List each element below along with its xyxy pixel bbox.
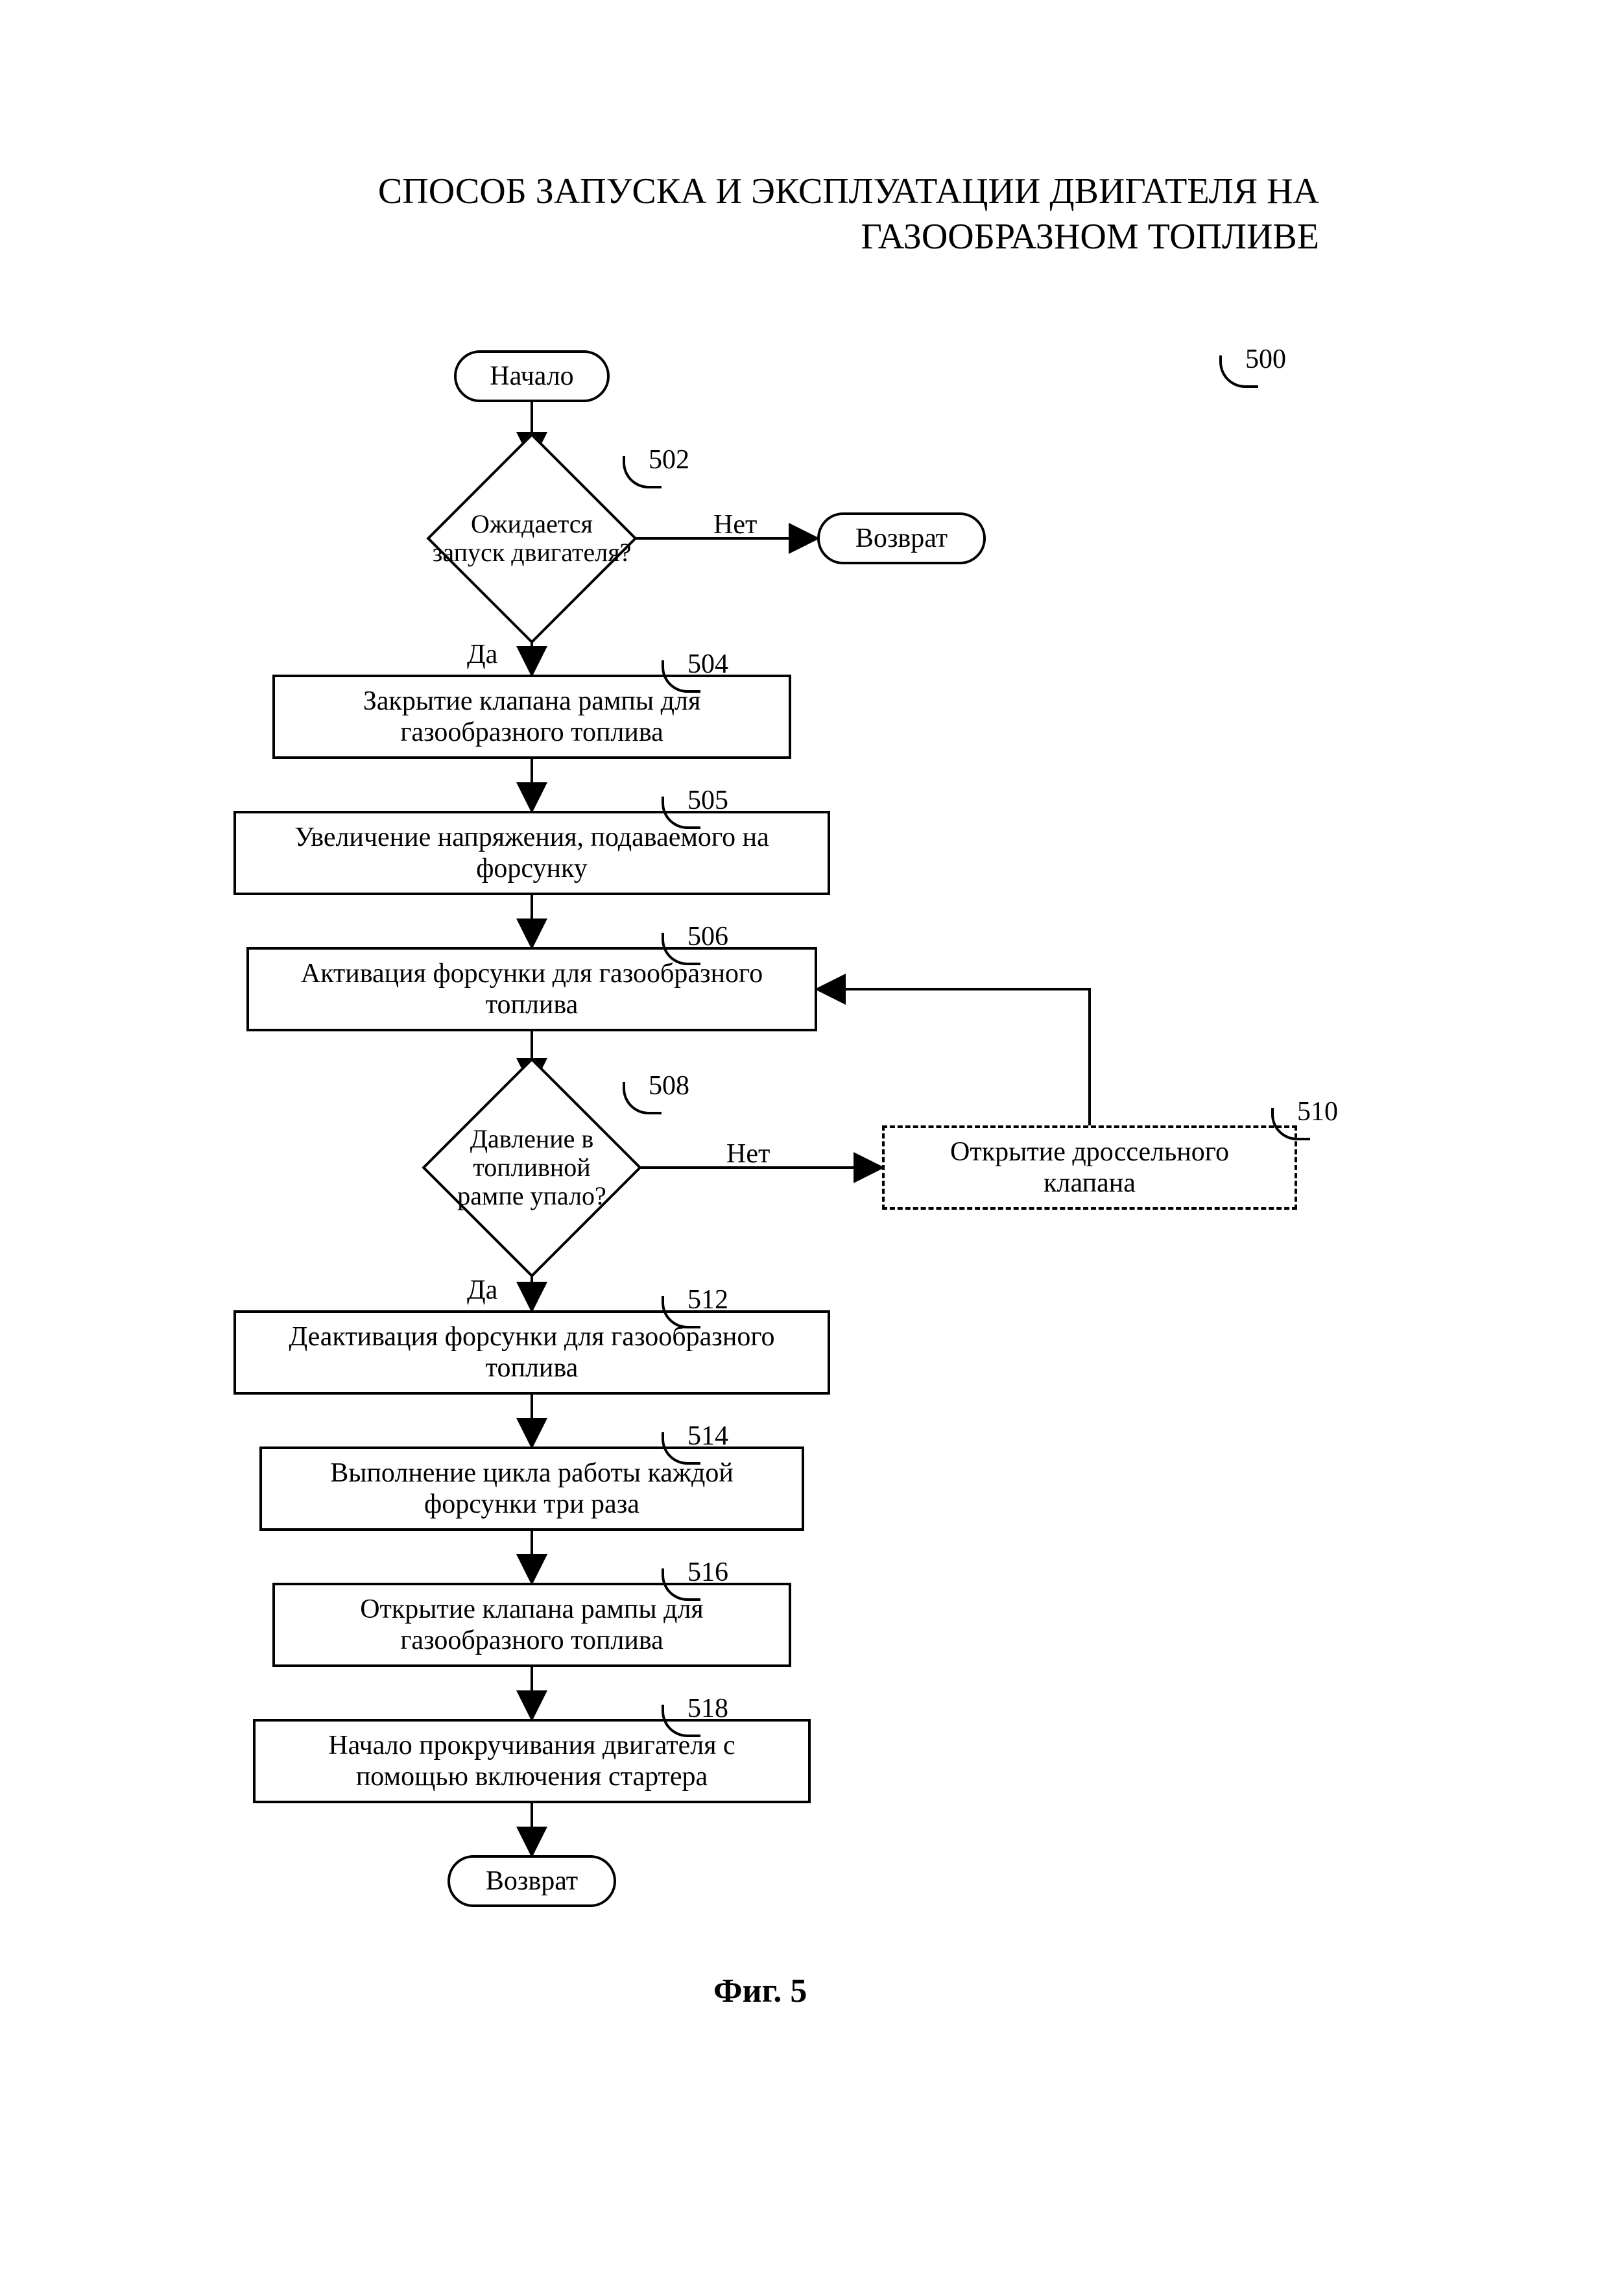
process-p504: Закрытие клапана рампы длягазообразного … <box>272 675 791 759</box>
process-p518: Начало прокручивания двигателя спомощью … <box>253 1719 811 1803</box>
ref-label-502: 502 <box>649 444 689 475</box>
ref-label-514: 514 <box>687 1421 728 1452</box>
decision-d502: Ожидаетсязапуск двигателя? <box>457 464 606 613</box>
terminal-start: Начало <box>454 350 610 402</box>
decision-d508: Давление втопливнойрампе упало? <box>454 1090 610 1245</box>
ref-label-516: 516 <box>687 1557 728 1588</box>
yes-label: Да <box>467 639 497 670</box>
terminal-ret2: Возврат <box>448 1855 616 1907</box>
ref-label-518: 518 <box>687 1693 728 1724</box>
title-line1: СПОСОБ ЗАПУСКА И ЭКСПЛУАТАЦИИ ДВИГАТЕЛЯ … <box>378 171 1319 211</box>
page-title: СПОСОБ ЗАПУСКА И ЭКСПЛУАТАЦИИ ДВИГАТЕЛЯ … <box>0 169 1624 259</box>
ref-label-508: 508 <box>649 1070 689 1101</box>
process-dashed-p510: Открытие дроссельногоклапана <box>882 1125 1297 1210</box>
no-label: Нет <box>713 509 757 540</box>
decision-text-d508: Давление втопливнойрампе упало? <box>415 1125 649 1210</box>
ref-label-505: 505 <box>687 785 728 816</box>
process-p512: Деактивация форсунки для газообразногото… <box>233 1310 830 1395</box>
process-p505: Увеличение напряжения, подаваемого нафор… <box>233 811 830 895</box>
ref-label-510: 510 <box>1297 1096 1338 1127</box>
title-line2: ГАЗООБРАЗНОМ ТОПЛИВЕ <box>861 217 1319 257</box>
decision-text-d502: Ожидаетсязапуск двигателя? <box>420 510 644 567</box>
process-p514: Выполнение цикла работы каждойфорсунки т… <box>259 1447 804 1531</box>
flowchart-diagram: Нет Да Нет Да Начало Ожидаетсязапуск двигател… <box>195 324 1427 1946</box>
terminal-ret1: Возврат <box>817 512 986 564</box>
ref-label-512: 512 <box>687 1284 728 1315</box>
process-p506: Активация форсунки для газообразноготопл… <box>246 947 817 1031</box>
process-p516: Открытие клапана рампы длягазообразного … <box>272 1583 791 1667</box>
yes-label: Да <box>467 1275 497 1306</box>
ref-label-504: 504 <box>687 649 728 680</box>
figure-caption: Фиг. 5 <box>713 1972 807 2010</box>
no-label: Нет <box>726 1138 770 1170</box>
ref-label-506: 506 <box>687 921 728 952</box>
ref-label-500: 500 <box>1245 344 1286 375</box>
